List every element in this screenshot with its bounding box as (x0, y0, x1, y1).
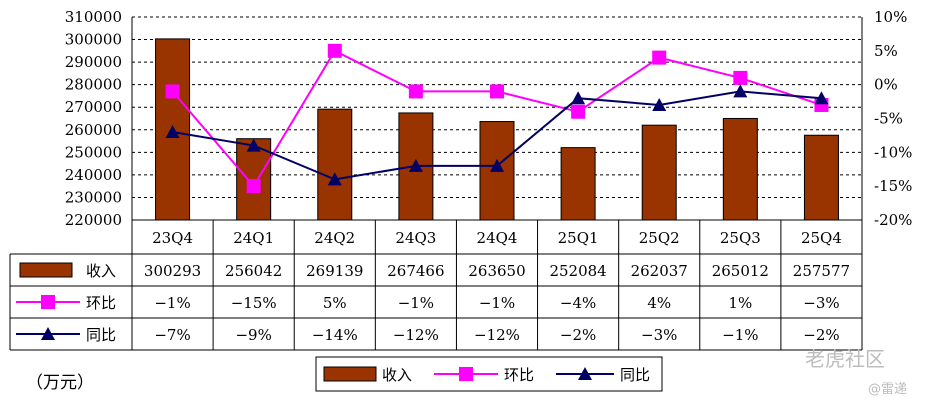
data-label: 265012 (712, 262, 769, 280)
watermark-brand: 老虎社区 (805, 347, 885, 371)
left-tick-label: 280000 (65, 76, 122, 94)
x-tick-label: 25Q1 (558, 229, 599, 247)
left-tick-label: 250000 (65, 143, 122, 161)
data-label: −9% (235, 326, 271, 344)
data-label: −1% (479, 294, 515, 312)
left-tick-label: 300000 (65, 31, 122, 49)
tb-point (814, 91, 829, 105)
bars (155, 38, 839, 221)
data-label: −12% (474, 326, 520, 344)
data-label: −2% (803, 326, 839, 344)
right-tick-label: 0% (874, 76, 898, 94)
legend-label: 同比 (620, 366, 650, 384)
right-tick-label: 10% (874, 8, 907, 26)
right-tick-label: 5% (874, 42, 898, 60)
left-tick-label: 230000 (65, 188, 122, 206)
unit-label: （万元） (26, 373, 94, 393)
row-label: 同比 (86, 326, 116, 344)
hb-point (246, 179, 261, 194)
legend: 收入 环比 同比 (315, 356, 663, 392)
watermark: 老虎社区 @雷递 (805, 347, 907, 397)
data-label: 267466 (387, 262, 444, 280)
row-label: 环比 (86, 294, 116, 312)
x-tick-label: 24Q1 (233, 229, 274, 247)
row-key-bar (19, 262, 73, 278)
x-tick-label: 25Q3 (720, 229, 761, 247)
data-label: 1% (728, 294, 752, 312)
right-tick-label: -10% (874, 143, 912, 161)
data-label: 256042 (225, 262, 282, 280)
row-label: 收入 (86, 262, 116, 280)
data-label: 5% (323, 294, 347, 312)
legend-key-marker (578, 367, 592, 380)
left-tick-label: 260000 (65, 121, 122, 139)
data-label: 252084 (549, 262, 606, 280)
watermark-handle: @雷递 (868, 382, 907, 397)
x-tick-label: 23Q4 (152, 229, 193, 247)
data-label: −3% (641, 326, 677, 344)
data-label: −12% (393, 326, 439, 344)
data-label: −14% (312, 326, 358, 344)
legend-label: 环比 (504, 366, 534, 384)
hb-point (327, 43, 342, 58)
left-tick-label: 290000 (65, 53, 122, 71)
left-tick-label: 270000 (65, 98, 122, 116)
bar (722, 117, 758, 221)
data-label: −7% (154, 326, 190, 344)
legend-key-marker (459, 367, 473, 381)
tb-point (733, 84, 748, 98)
tb-point (246, 138, 261, 152)
right-tick-label: -15% (874, 177, 912, 195)
data-label: −2% (560, 326, 596, 344)
right-tick-label: -5% (874, 110, 903, 128)
hb-point (165, 84, 180, 99)
x-tick-label: 24Q2 (314, 229, 355, 247)
bar (560, 147, 596, 221)
data-label: −1% (398, 294, 434, 312)
tb-point (571, 91, 586, 105)
axes: 220000 230000 240000 250000 260000 270000 2800… (65, 8, 913, 229)
row-key-marker (41, 327, 55, 340)
hb-point (652, 50, 667, 65)
data-label: 4% (647, 294, 671, 312)
left-tick-label: 310000 (65, 8, 122, 26)
x-tick-label: 24Q3 (395, 229, 436, 247)
legend-key-bar (323, 366, 377, 382)
right-tick-label: -20% (874, 211, 912, 229)
data-table: 23Q4 24Q1 24Q2 24Q3 24Q4 25Q1 25Q2 25Q3 25Q4 收入 30… (9, 220, 863, 351)
data-label: −15% (231, 294, 277, 312)
row-key-marker (41, 295, 55, 309)
tb-point (165, 125, 180, 139)
bar (641, 124, 677, 221)
data-label: 263650 (468, 262, 525, 280)
hb-point (490, 84, 504, 99)
left-tick-label: 220000 (65, 211, 122, 229)
hb-point (733, 70, 748, 85)
data-label: −1% (154, 294, 190, 312)
data-label: −1% (722, 326, 758, 344)
tb-point (327, 172, 342, 186)
x-tick-label: 25Q4 (801, 229, 842, 247)
data-label: 257577 (793, 262, 850, 280)
data-label: 269139 (306, 262, 363, 280)
data-label: 262037 (631, 262, 688, 280)
series-lines (165, 43, 829, 194)
x-tick-label: 24Q4 (477, 229, 518, 247)
data-label: 300293 (144, 262, 201, 280)
legend-label: 收入 (382, 366, 412, 384)
tb-point (408, 158, 423, 172)
tb-point (652, 97, 667, 111)
tb-point (490, 158, 504, 172)
bar (803, 134, 839, 221)
left-tick-label: 240000 (65, 166, 122, 184)
bar (317, 108, 353, 221)
data-label: −4% (560, 294, 596, 312)
hb-point (408, 84, 423, 99)
data-label: −3% (803, 294, 839, 312)
hb-point (571, 104, 586, 119)
x-tick-label: 25Q2 (639, 229, 680, 247)
